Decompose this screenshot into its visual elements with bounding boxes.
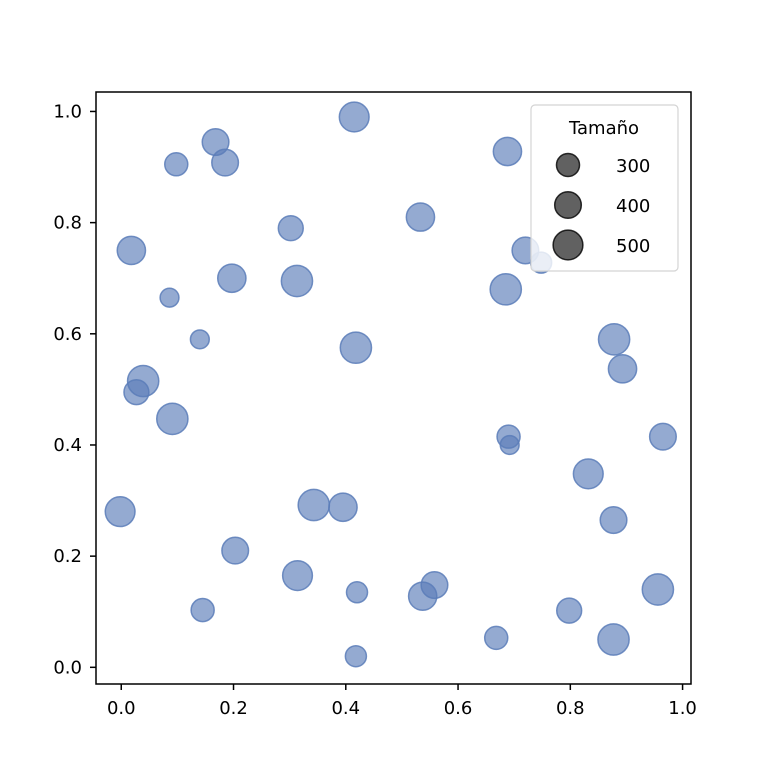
y-tick-label: 0.4 [53,435,82,456]
legend-label: 300 [616,156,650,177]
data-point [648,422,677,451]
data-point [344,644,368,668]
data-point [483,625,509,651]
x-tick-label: 0.4 [331,698,360,719]
data-point [572,458,604,490]
data-point [597,623,630,656]
legend-marker [555,152,581,178]
data-point [345,581,369,604]
data-point [405,202,436,232]
x-tick-label: 1.0 [668,698,697,719]
data-point [216,263,247,294]
data-point [599,505,628,535]
x-tick-label: 0.6 [444,698,473,719]
legend: Tamaño 300 400 500 [530,104,679,272]
legend-label: 500 [616,236,650,257]
data-point [277,214,304,242]
points-layer [104,101,677,668]
plot-frame [95,91,692,685]
data-point [211,148,240,177]
data-point [104,496,136,528]
data-point [221,536,250,565]
y-axis: 0.0 0.2 0.4 0.6 0.8 1.0 [53,101,96,678]
y-tick-label: 0.6 [53,324,82,345]
data-point [297,488,331,522]
data-point [407,581,438,612]
x-tick-label: 0.2 [219,698,248,719]
y-tick-label: 0.0 [53,657,82,678]
data-point [164,151,189,177]
x-tick-label: 0.0 [107,698,136,719]
x-tick-label: 0.8 [556,698,585,719]
x-axis: 0.0 0.2 0.4 0.6 0.8 1.0 [107,684,697,719]
data-point [607,353,638,384]
data-point [597,323,631,356]
legend-entries: 300 400 500 [552,152,650,261]
data-point [339,331,373,365]
data-point [556,597,583,624]
data-point [116,235,147,266]
y-tick-label: 1.0 [53,101,82,122]
data-point [159,287,180,308]
data-point [189,329,210,350]
y-tick-label: 0.2 [53,546,82,567]
data-point [499,434,520,456]
data-point [338,101,370,133]
data-point [155,402,189,436]
data-point [280,264,314,298]
legend-marker [553,190,583,220]
legend-title: Tamaño [568,118,639,139]
data-point [328,492,358,523]
data-point [281,559,314,592]
legend-label: 400 [616,196,650,217]
legend-marker [552,229,584,261]
data-point [492,136,523,167]
data-point [489,272,523,306]
data-point [190,597,215,623]
data-point [123,378,150,406]
data-point [641,573,675,606]
y-tick-label: 0.8 [53,213,82,234]
